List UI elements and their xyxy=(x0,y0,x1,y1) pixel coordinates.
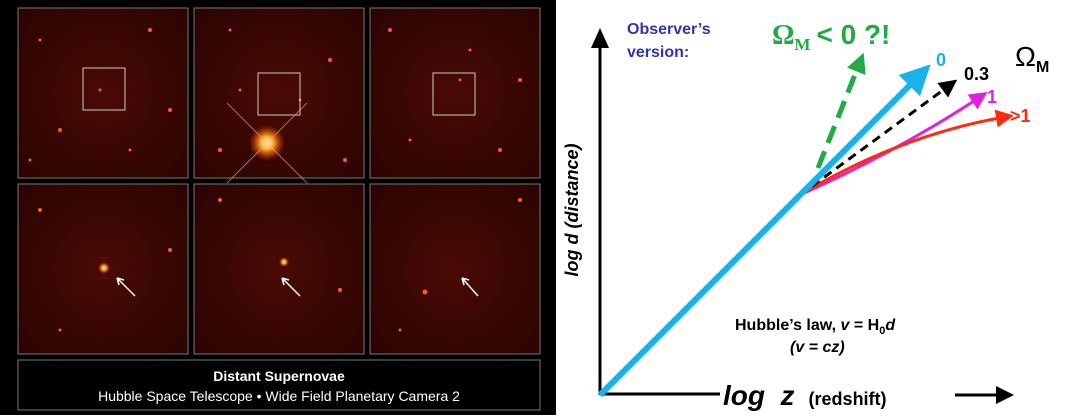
photo-panel: Distant Supernovae Hubble Space Telescop… xyxy=(0,0,556,415)
negative-label: ΩM < 0 ?! xyxy=(772,19,890,54)
curve-label: 0 xyxy=(936,50,946,70)
log: log d xyxy=(562,233,582,277)
subscript: M xyxy=(794,35,810,54)
curve-gt1 xyxy=(799,109,1014,197)
text: d xyxy=(885,317,896,334)
y-axis-label: log d (distance) xyxy=(562,143,582,276)
curve-03 xyxy=(799,79,958,197)
symbol: Ω xyxy=(1015,41,1036,72)
log: log z xyxy=(723,380,795,411)
text: ( xyxy=(790,339,797,356)
subscript: 0 xyxy=(879,325,885,337)
curve-negative xyxy=(815,52,866,169)
text: Hubble’s law, xyxy=(735,317,841,334)
text: < 0 ?! xyxy=(816,19,890,50)
caption-subtitle: Hubble Space Telescope • Wide Field Plan… xyxy=(98,388,460,404)
x-axis-label: log z (redshift) xyxy=(723,380,887,411)
parameter-label: ΩM xyxy=(1015,41,1049,76)
subscript: M xyxy=(1036,59,1049,76)
unit: (redshift) xyxy=(809,389,887,409)
unit: (distance) xyxy=(562,143,582,228)
text: = cz) xyxy=(804,339,844,356)
text: v xyxy=(795,339,805,356)
curve-0 xyxy=(597,64,931,398)
observer-label: version: xyxy=(627,44,689,61)
observer-label: Observer’s xyxy=(627,21,711,38)
text: = H xyxy=(849,317,879,334)
text: v xyxy=(841,317,851,334)
hubble-law-2: (v = cz) xyxy=(790,339,845,356)
hubble-law: Hubble’s law, v = H0d xyxy=(735,317,896,337)
diagram: Observer’s version: ΩM < 0 ?! 0 0.3 1 >1 … xyxy=(562,19,1049,411)
curve-label: >1 xyxy=(1010,106,1031,126)
caption-title: Distant Supernovae xyxy=(213,368,345,384)
symbol: Ω xyxy=(772,20,794,51)
curve-label: 1 xyxy=(987,87,997,107)
curve-label: 0.3 xyxy=(964,64,989,84)
